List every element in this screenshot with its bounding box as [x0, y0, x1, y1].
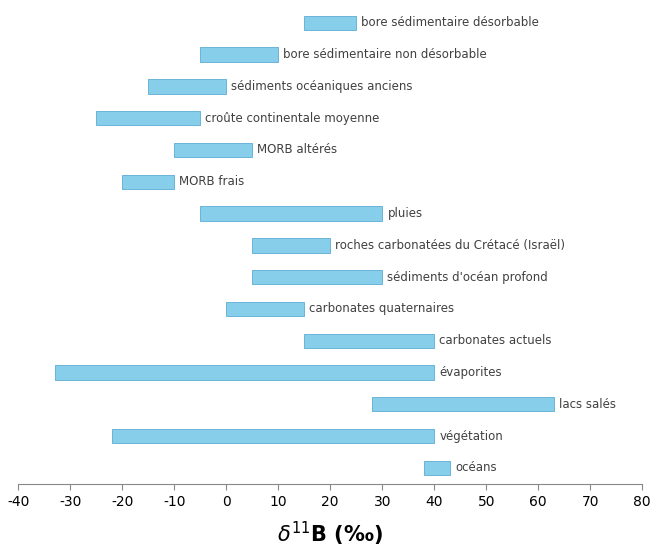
Text: lacs salés: lacs salés — [559, 398, 616, 411]
Bar — [424, 461, 450, 475]
Text: océans: océans — [455, 461, 497, 474]
Text: bore sédimentaire désorbable: bore sédimentaire désorbable — [361, 16, 540, 29]
Text: croûte continentale moyenne: croûte continentale moyenne — [205, 111, 380, 125]
Bar — [148, 80, 226, 94]
Text: pluies: pluies — [388, 207, 422, 220]
Text: carbonates actuels: carbonates actuels — [440, 334, 552, 347]
Text: sédiments océaniques anciens: sédiments océaniques anciens — [232, 80, 413, 93]
Text: roches carbonatées du Crétacé (Israël): roches carbonatées du Crétacé (Israël) — [336, 239, 565, 252]
Bar — [55, 365, 434, 380]
Bar — [304, 334, 434, 348]
Text: MORB frais: MORB frais — [180, 175, 245, 188]
Bar — [372, 397, 554, 412]
Bar — [112, 429, 434, 444]
Bar — [200, 48, 278, 62]
Bar — [96, 111, 200, 125]
Text: MORB altérés: MORB altérés — [257, 143, 338, 156]
Text: carbonates quaternaires: carbonates quaternaires — [309, 302, 455, 315]
Bar — [252, 238, 330, 253]
Text: sédiments d'océan profond: sédiments d'océan profond — [388, 270, 548, 284]
Bar — [174, 143, 252, 157]
Bar — [252, 270, 382, 284]
Text: bore sédimentaire non désorbable: bore sédimentaire non désorbable — [284, 48, 487, 61]
Bar — [226, 302, 304, 316]
Bar — [122, 175, 174, 189]
Bar — [304, 16, 356, 30]
Text: végétation: végétation — [440, 430, 503, 442]
Text: évaporites: évaporites — [440, 366, 502, 379]
X-axis label: $\delta^{11}$B (‰): $\delta^{11}$B (‰) — [277, 520, 383, 548]
Bar — [200, 207, 382, 221]
